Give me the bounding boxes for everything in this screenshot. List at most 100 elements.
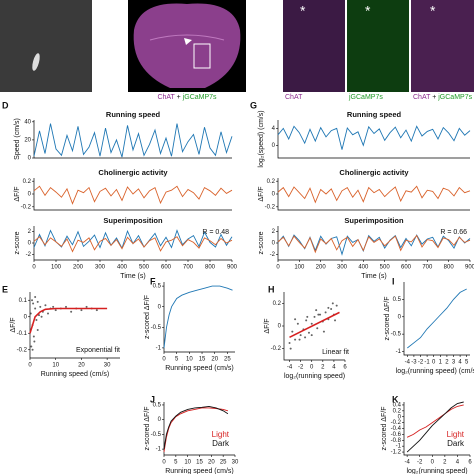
- x-tick-label: 4: [332, 365, 336, 371]
- x-tick-label: 20: [208, 460, 215, 466]
- x-tick-label: 20: [78, 363, 85, 369]
- behavior-image: [0, 0, 92, 92]
- x-tick-label: -4: [405, 360, 411, 366]
- x-tick-label: 15: [199, 357, 206, 363]
- y-tick-label: -0.5: [151, 325, 162, 331]
- subplot-title: Superimposition: [344, 216, 404, 225]
- x-tick-label: 10: [52, 363, 59, 369]
- y-axis-label: z-scored ΔF/F: [381, 407, 388, 451]
- data-point: [296, 322, 299, 325]
- subplot-title: Superimposition: [103, 216, 163, 225]
- brain-structure: [149, 34, 225, 41]
- y-tick-label: 4: [272, 126, 276, 132]
- x-axis-label: Running speed (cm/s): [165, 468, 233, 474]
- data-point: [334, 319, 337, 322]
- data-point: [315, 309, 318, 312]
- y-tick-label: -0.8: [391, 438, 402, 444]
- x-tick-label: -3: [411, 360, 417, 366]
- y-tick-label: 0: [272, 241, 276, 247]
- y-axis-label: ΔF/F: [258, 186, 265, 201]
- data-point: [52, 305, 55, 308]
- image-label: jGCaMP7s: [348, 94, 383, 101]
- data-point: [307, 331, 310, 334]
- axis: [283, 292, 345, 361]
- data-point: [322, 330, 325, 333]
- y-axis-label: Speed (cm/s): [14, 118, 21, 160]
- y-tick-label: 0.2: [267, 179, 276, 185]
- y-tick-label: -1: [396, 444, 402, 450]
- panel-letter: J: [150, 394, 155, 404]
- x-axis-label: Time (s): [361, 273, 386, 280]
- data-point: [330, 308, 333, 310]
- x-tick-label: 5: [174, 460, 178, 466]
- y-tick-label: 0.2: [393, 408, 402, 414]
- asterisk: *: [365, 3, 371, 19]
- x-tick-label: 30: [104, 363, 111, 369]
- x-tick-label: -2: [418, 360, 424, 366]
- y-axis-label: log₂(speed) (cm/s): [258, 110, 265, 167]
- y-axis-label: ΔF/F: [264, 318, 271, 333]
- data-point: [36, 300, 39, 303]
- brain-section: [133, 3, 241, 88]
- data-point: [33, 340, 36, 343]
- data-point: [35, 319, 38, 322]
- data-point: [39, 305, 42, 308]
- data-line: [406, 404, 464, 438]
- data-line: [406, 401, 464, 453]
- data-point: [327, 306, 330, 309]
- data-point: [313, 315, 316, 318]
- x-tick-label: 4: [456, 460, 460, 466]
- y-tick-label: -0.2: [21, 204, 32, 210]
- x-axis-label: Time (s): [120, 273, 145, 280]
- x-tick-label: 0: [310, 365, 314, 371]
- y-tick-label: 2: [272, 229, 276, 235]
- y-tick-label: 0: [24, 314, 28, 320]
- x-tick-label: 400: [117, 265, 128, 271]
- y-tick-label: 0: [398, 414, 402, 420]
- data-point: [34, 295, 37, 298]
- y-tick-label: 0: [28, 192, 32, 198]
- data-point: [335, 304, 338, 307]
- data-point: [288, 342, 291, 344]
- x-tick-label: 0: [432, 360, 436, 366]
- data-point: [316, 327, 319, 330]
- y-tick-label: -1.2: [391, 450, 402, 456]
- y-tick-label: 0.2: [23, 179, 32, 185]
- data-line: [277, 185, 471, 204]
- x-tick-label: 2: [321, 365, 325, 371]
- data-point: [30, 345, 33, 348]
- data-point: [306, 315, 309, 318]
- data-point: [40, 315, 43, 318]
- data-line: [33, 185, 233, 205]
- annotation: R = 0.48: [202, 229, 229, 236]
- x-tick-label: 600: [401, 265, 412, 271]
- legend-entry: Light: [447, 430, 465, 439]
- y-axis-label: z-scored ΔF/F: [384, 297, 391, 341]
- data-point: [317, 313, 320, 316]
- subplot-title: Running speed: [106, 110, 161, 119]
- x-tick-label: -4: [404, 460, 410, 466]
- x-axis-label: log₂(running speed): [406, 468, 467, 474]
- data-point: [44, 304, 47, 307]
- y-tick-label: -0.5: [151, 432, 162, 438]
- panel-letter: I: [392, 276, 395, 286]
- asterisk: *: [300, 3, 306, 19]
- x-tick-label: 100: [51, 265, 62, 271]
- x-tick-label: 15: [196, 460, 203, 466]
- axis: [277, 178, 470, 211]
- panel-letter: F: [150, 276, 156, 286]
- y-tick-label: 0: [272, 192, 276, 198]
- image-label: ChAT + jGCaMP7s: [157, 94, 217, 101]
- x-tick-label: 20: [211, 357, 218, 363]
- data-point: [310, 322, 313, 325]
- x-tick-label: 0: [162, 357, 166, 363]
- y-tick-label: -0.2: [17, 347, 28, 353]
- data-point: [331, 302, 334, 305]
- x-tick-label: 6: [343, 365, 347, 371]
- y-tick-label: -0.2: [271, 346, 282, 352]
- x-tick-label: 800: [444, 265, 455, 271]
- data-point: [95, 309, 98, 312]
- image-label: ChAT + jGCaMP7s: [413, 94, 473, 101]
- y-tick-label: 40: [24, 119, 31, 125]
- y-tick-label: -2: [26, 252, 32, 258]
